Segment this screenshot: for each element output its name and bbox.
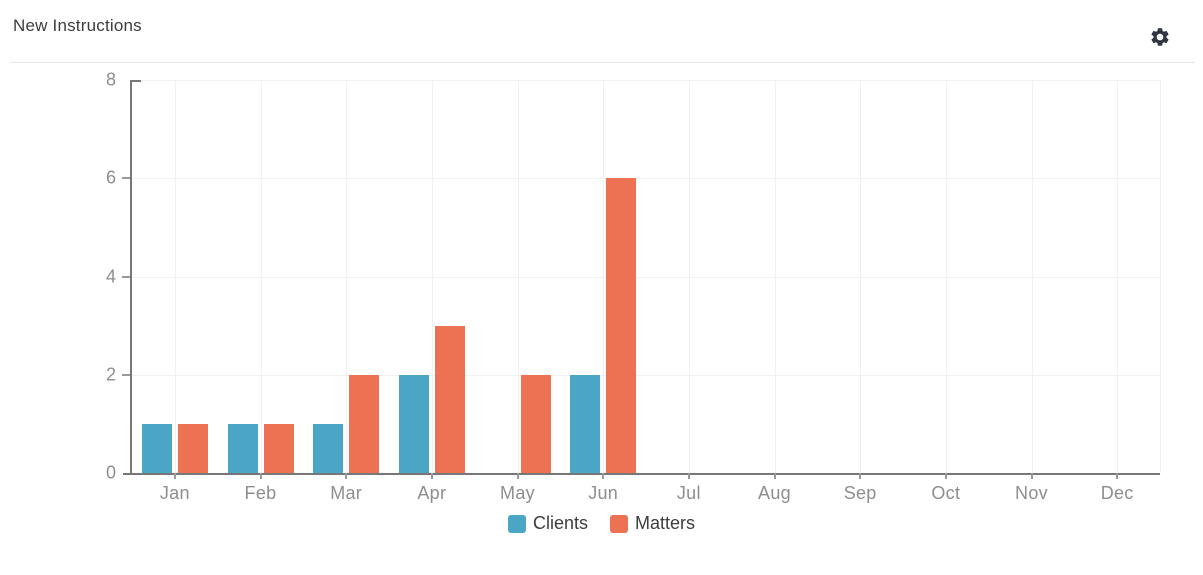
x-axis-tick [345,473,348,479]
y-gridline [132,178,1160,180]
y-gridline [132,80,1160,81]
y-axis-tick [122,275,130,278]
y-axis-label: 6 [105,167,116,188]
legend-label: Matters [635,513,696,533]
x-axis-tick [859,473,862,479]
bar-clients-apr[interactable] [398,374,429,473]
x-gridline [1117,80,1119,473]
x-gridline [260,80,262,473]
bar-chart-plot-area: 0 2 4 6 8 Jan Feb Mar Apr May Jun Jul Aug Sep Oct Nov De… [106,70,1161,503]
x-axis-label-may: May [500,483,535,503]
x-gridline [346,80,348,473]
y-axis-tick [122,177,130,180]
x-gridline [174,80,176,473]
y-axis-label: 2 [105,364,116,385]
x-axis-tick [773,473,776,479]
y-gridline [132,276,1160,278]
y-axis-tick [122,373,130,376]
x-axis-tick [173,473,176,479]
y-axis-line [130,80,132,473]
bar-matters-jun[interactable] [606,178,637,473]
plot-right-border [1160,80,1161,473]
legend-label: Clients [532,513,588,533]
x-axis-label-dec: Dec [1100,483,1134,503]
legend-swatch-clients [507,514,526,533]
x-axis-label-nov: Nov [1015,483,1048,503]
bar-clients-feb[interactable] [227,423,258,473]
x-axis-tick [1116,473,1119,479]
x-axis-label-mar: Mar [330,483,363,503]
y-axis-label: 4 [105,266,116,286]
gear-icon[interactable] [1149,26,1171,48]
bar-clients-jan[interactable] [141,423,172,473]
x-axis-tick [259,473,262,479]
bar-matters-jan[interactable] [177,423,208,473]
x-axis-label-feb: Feb [244,483,277,503]
x-axis-tick [1030,473,1033,479]
bar-clients-jun[interactable] [570,374,601,473]
gear-icon-glyph [1151,28,1169,46]
chart-legend: Clients Matters [0,513,1203,534]
x-gridline [774,80,776,473]
y-gridline [132,374,1160,376]
legend-item-clients[interactable]: Clients [507,513,588,534]
header-divider [10,62,1195,63]
x-gridline [1031,80,1033,473]
x-axis-label-jun: Jun [588,483,619,503]
y-axis-label: 8 [105,69,116,90]
legend-swatch-matters [610,514,628,533]
x-axis-label-jul: Jul [676,483,701,503]
x-gridline [603,80,605,473]
bar-matters-may[interactable] [520,374,551,473]
x-axis-label-oct: Oct [931,483,961,503]
x-axis-label-sep: Sep [843,483,877,503]
x-axis-label-apr: Apr [417,483,447,503]
x-gridline [431,80,433,473]
legend-item-matters[interactable]: Matters [610,513,695,534]
y-axis-label: 0 [105,462,116,483]
x-axis-tick [687,473,690,479]
bar-matters-feb[interactable] [263,423,294,473]
x-axis-tick [602,473,605,479]
x-axis-tick [944,473,947,479]
x-gridline [688,80,690,473]
bar-matters-apr[interactable] [434,325,465,473]
bar-matters-mar[interactable] [349,374,380,473]
x-axis-label-aug: Aug [758,483,791,503]
x-axis-line [123,473,1160,475]
page-title: New Instructions [13,16,142,35]
x-gridline [945,80,947,473]
bar-clients-mar[interactable] [313,423,344,473]
x-axis-tick [430,473,433,479]
x-gridline [517,80,519,473]
x-axis-label-jan: Jan [159,483,190,503]
y-axis-top-tick [132,80,141,82]
x-axis-tick [516,473,519,479]
x-gridline [860,80,862,473]
